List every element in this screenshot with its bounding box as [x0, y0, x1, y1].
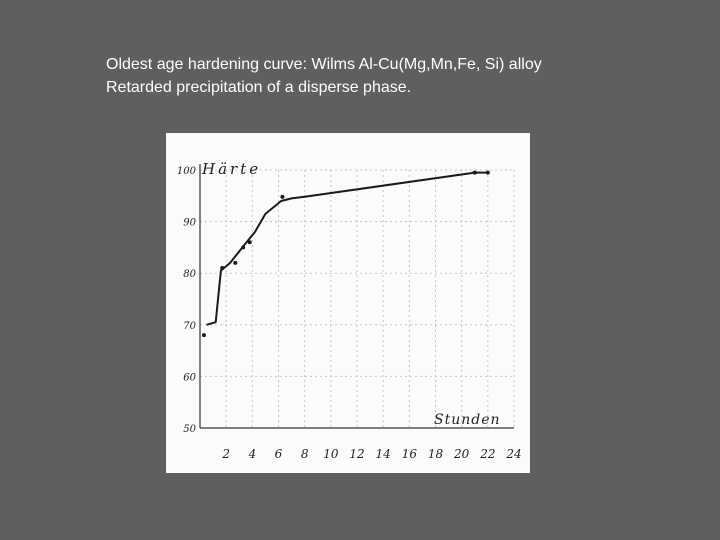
hardening-chart: 2 4 6 8 10 12 14 16 18 20 22 24 100 90 80 70 60 50 Härte … [166, 133, 530, 473]
x-tick-label: 10 [323, 447, 339, 461]
chart-axes [199, 164, 514, 429]
chart-grid [200, 169, 515, 429]
x-tick-label: 20 [453, 447, 470, 461]
slide-caption: Oldest age hardening curve: Wilms Al-Cu(… [106, 53, 542, 99]
caption-line-2: Retarded precipitation of a disperse pha… [106, 79, 412, 96]
x-tick-label: 24 [505, 447, 521, 461]
x-tick-label: 12 [349, 447, 364, 461]
caption-line-1: Oldest age hardening curve: Wilms Al-Cu(… [106, 56, 542, 73]
x-tick-label: 2 [221, 447, 230, 461]
x-tick-label: 22 [479, 447, 495, 461]
y-tick-label: 90 [183, 218, 196, 229]
data-point [485, 170, 490, 175]
x-axis-label: Stunden [434, 412, 501, 428]
data-point [233, 260, 238, 265]
data-point [280, 194, 285, 199]
y-axis-label: Härte [201, 160, 261, 178]
data-point [472, 170, 477, 175]
measurement-points [201, 170, 490, 338]
y-tick-label: 80 [183, 269, 196, 280]
x-tick-label: 14 [376, 447, 391, 461]
data-point [241, 245, 246, 250]
y-tick-label: 70 [183, 321, 196, 332]
data-point [201, 333, 206, 338]
x-tick-label: 8 [301, 447, 309, 461]
x-tick-label: 18 [428, 447, 444, 461]
y-tick-label: 100 [177, 166, 197, 177]
data-point [220, 266, 225, 271]
y-tick-label: 50 [183, 424, 196, 435]
x-tick-label: 16 [402, 447, 418, 461]
hardening-curve [206, 171, 488, 326]
data-point [247, 240, 252, 245]
x-tick-label: 4 [248, 447, 257, 461]
x-tick-label: 6 [275, 447, 283, 461]
y-tick-label: 60 [183, 372, 196, 383]
